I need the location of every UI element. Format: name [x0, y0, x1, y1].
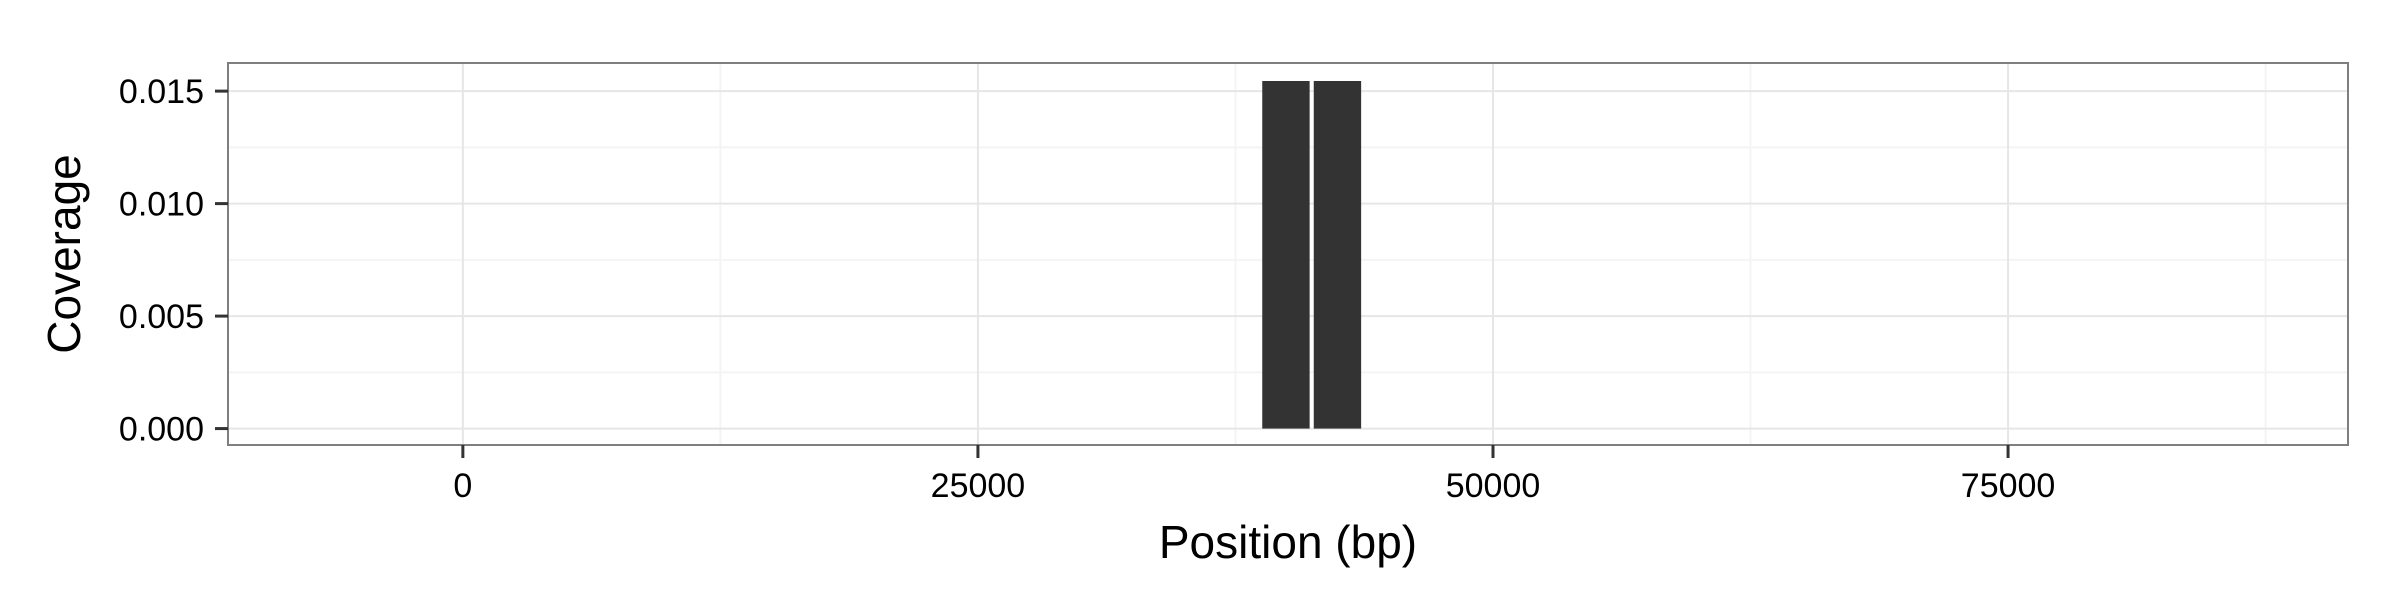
y-axis-title: Coverage [38, 154, 90, 353]
x-tick-label: 25000 [931, 467, 1026, 505]
x-tick-label: 50000 [1446, 467, 1541, 505]
y-tick-label: 0.005 [119, 298, 204, 336]
y-tick-label: 0.015 [119, 73, 204, 111]
bar-1 [1262, 80, 1310, 429]
bars-group [1262, 80, 1362, 429]
x-axis: 0 25000 50000 75000 [453, 445, 2055, 505]
y-tick-label: 0.010 [119, 186, 204, 224]
panel-border [227, 62, 2349, 446]
x-tick-label: 75000 [1961, 467, 2056, 505]
y-tick-label: 0.000 [119, 411, 204, 449]
y-axis: 0.000 0.005 0.010 0.015 [119, 73, 228, 449]
bar-2 [1313, 80, 1362, 429]
x-tick-label: 0 [453, 467, 472, 505]
x-axis-title: Position (bp) [1159, 516, 1417, 568]
